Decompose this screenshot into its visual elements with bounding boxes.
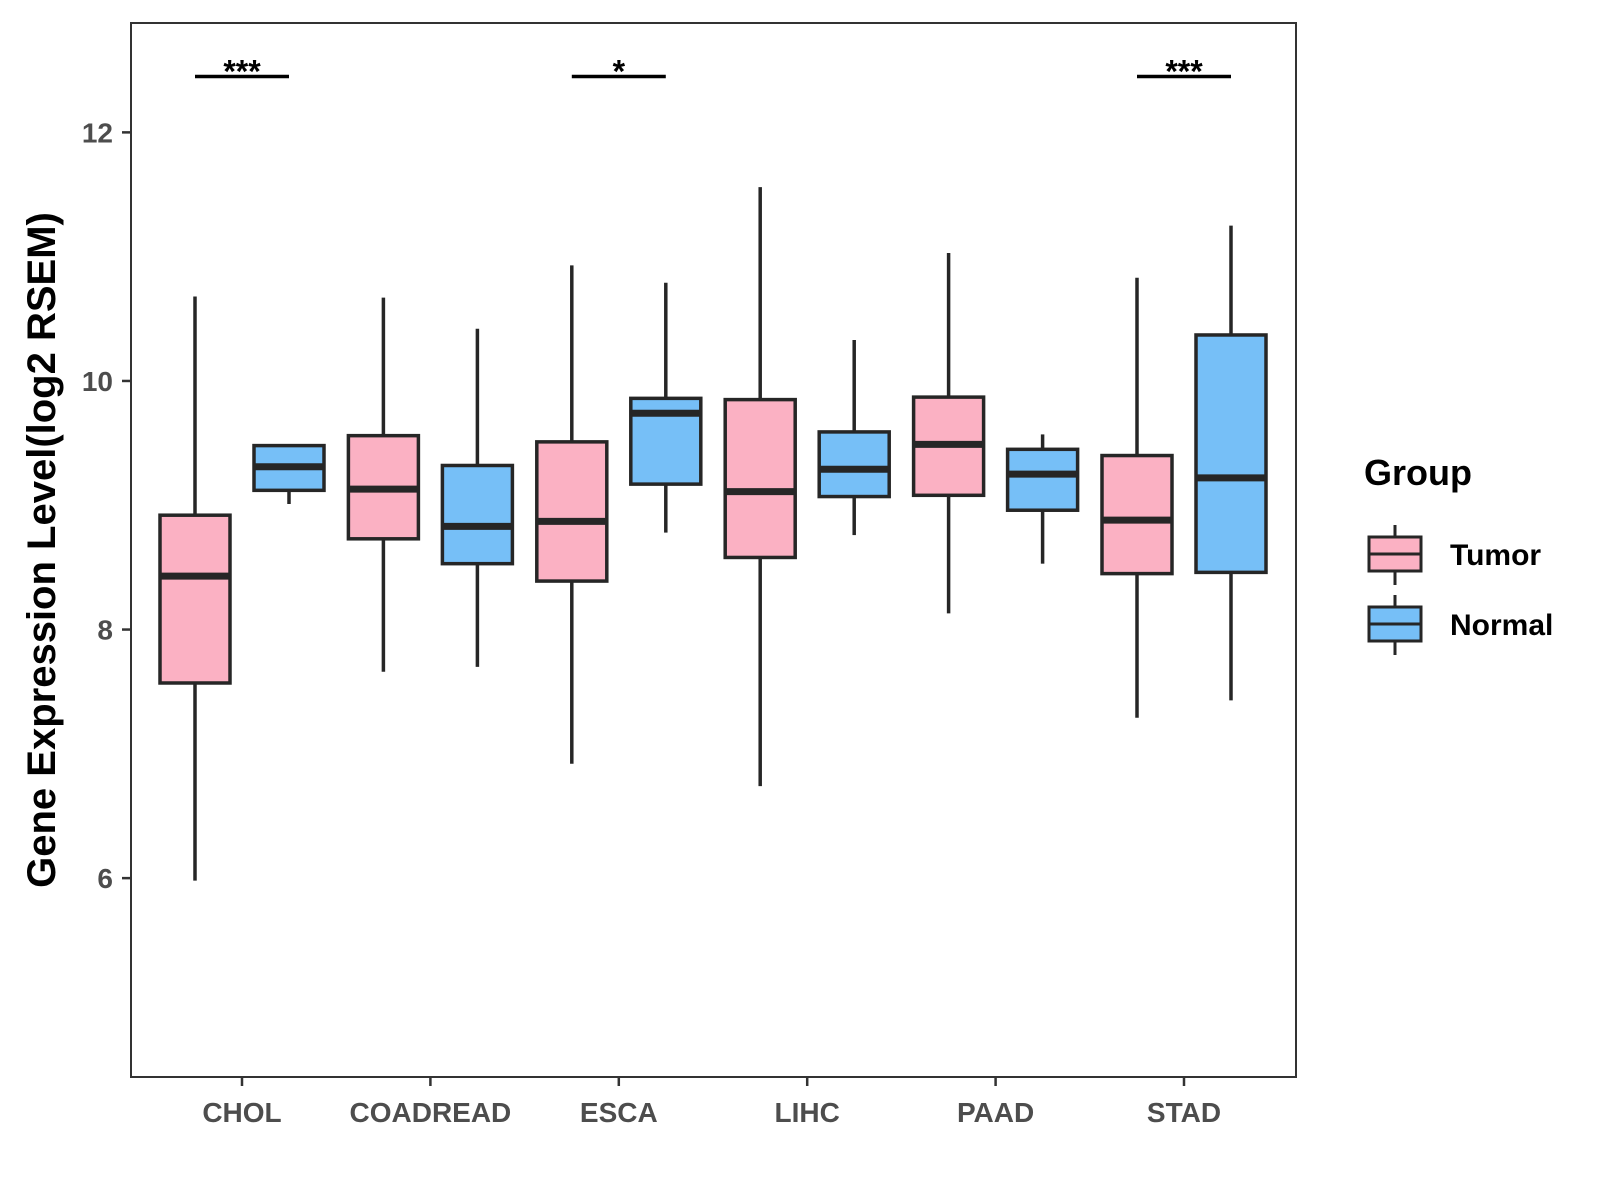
x-tick-label: COADREAD [350,1097,512,1128]
significance-stad: *** [1137,53,1231,89]
y-tick-label: 8 [97,615,113,646]
box-tumor-coadread [346,297,421,672]
legend-title: Group [1364,452,1472,493]
x-axis: CHOL COADREAD ESCA LIHC PAAD STAD [202,1077,1221,1128]
box-body [1194,333,1268,575]
box-normal-paad [1005,434,1080,564]
box-tumor-paad [911,252,986,614]
legend: Group Tumor Normal [1364,452,1553,655]
significance-chol: *** [195,53,289,89]
y-tick-label: 12 [82,117,113,148]
significance-label: *** [223,53,261,89]
box-normal-lihc [817,339,891,536]
box-tumor-lihc [723,187,797,787]
box-normal-esca [629,282,703,533]
significance-layer: *** * *** [195,53,1231,89]
box-normal-coadread [440,328,515,667]
significance-label: * [613,53,626,89]
x-tick-label: ESCA [580,1097,658,1128]
box-body [440,463,515,566]
x-tick-label: LIHC [775,1097,840,1128]
box-tumor-stad [1100,277,1174,718]
significance-esca: * [571,53,666,89]
y-axis-title: Gene Expression Level(log2 RSEM) [20,212,64,888]
box-body [817,430,891,499]
box-tumor-esca [535,265,609,764]
x-tick-label: CHOL [202,1097,281,1128]
x-tick-label: PAAD [957,1097,1034,1128]
legend-label: Normal [1450,609,1553,642]
box-body [1005,447,1080,512]
y-tick-label: 10 [82,366,113,397]
boxes-layer [158,187,1268,881]
x-tick-label: STAD [1147,1097,1221,1128]
legend-label: Tumor [1450,539,1541,572]
y-axis: 6 8 10 12 [82,117,131,894]
legend-item-normal: Normal [1367,595,1553,655]
y-tick-label: 6 [97,863,113,894]
box-body [723,397,797,560]
box-body [535,440,609,583]
box-normal-stad [1194,225,1268,701]
box-body [1100,453,1174,576]
significance-label: *** [1165,53,1203,89]
legend-item-tumor: Tumor [1367,525,1541,585]
box-tumor-chol [158,296,232,881]
box-body [158,513,232,685]
box-normal-chol [252,443,326,505]
